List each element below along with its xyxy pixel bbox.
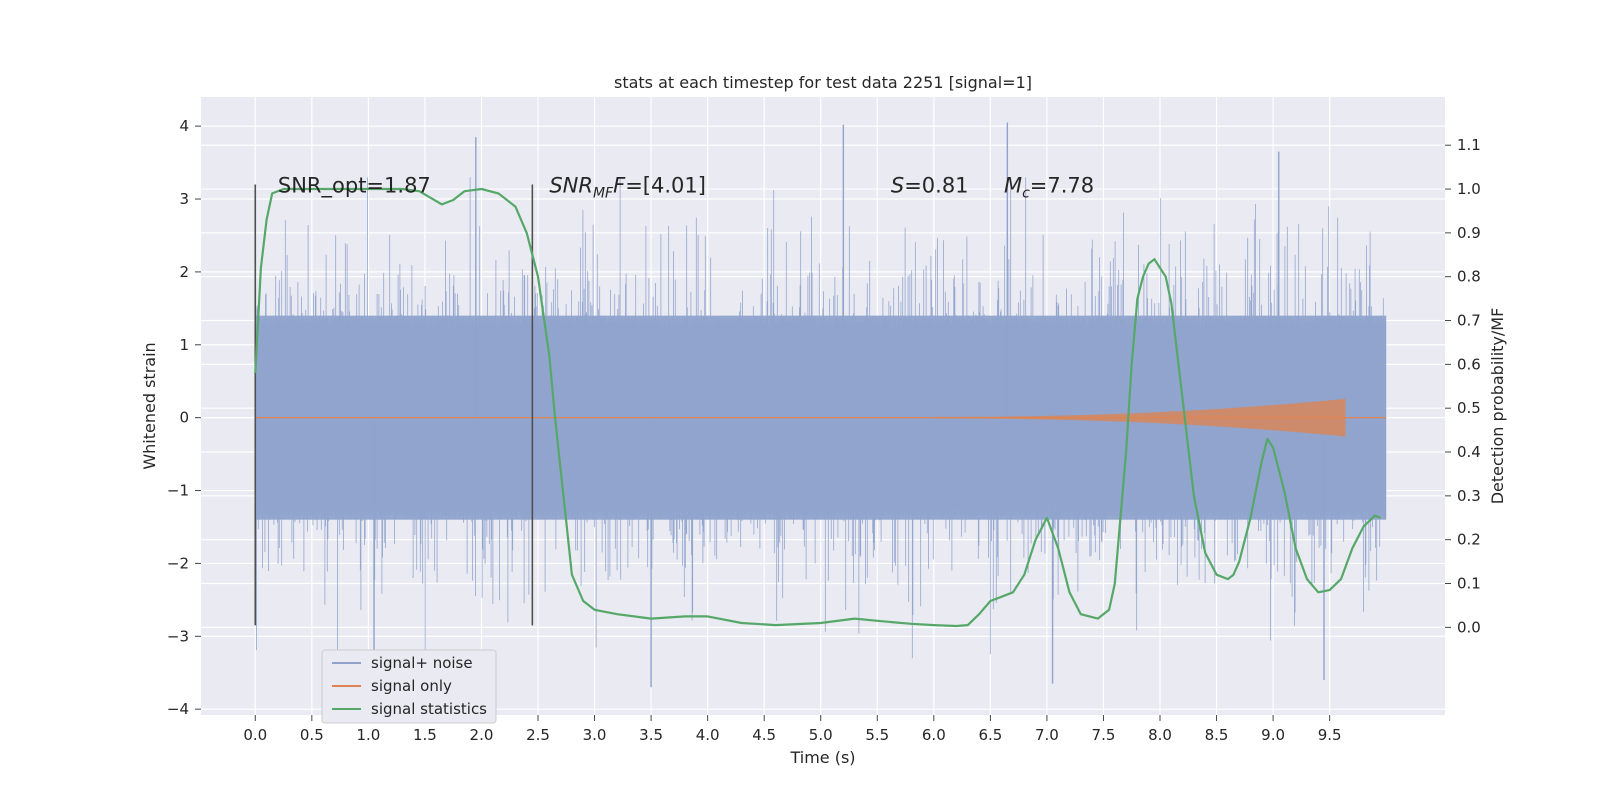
annotation-mc-number: =7.78 [1030, 173, 1094, 197]
annotation-mc-value: Mc=7.78 [1004, 173, 1094, 201]
y-left-tick-label: 3 [179, 190, 189, 208]
x-tick-label: 4.0 [696, 726, 720, 744]
x-tick-label: 6.5 [978, 726, 1002, 744]
x-axis-label: Time (s) [789, 748, 855, 767]
y-left-tick-label: −1 [167, 482, 189, 500]
y-right-tick-label: 0.2 [1457, 531, 1481, 549]
x-tick-label: 6.0 [922, 726, 946, 744]
y-right-tick-label: 0.4 [1457, 443, 1481, 461]
y-right-tick-label: 0.8 [1457, 268, 1481, 286]
legend: signal+ noise signal only signal statist… [321, 649, 497, 724]
annotations: SNR_opt=1.87 SNRMFF=[4.01] S=0.81 Mc=7.78 [278, 173, 1094, 201]
x-tick-label: 1.0 [356, 726, 380, 744]
y-left-tick-label: −3 [167, 627, 189, 645]
annotation-mc-symbol: M [1004, 173, 1022, 197]
legend-label-signal-only: signal only [371, 677, 452, 695]
y-right-tick-label: 0.5 [1457, 399, 1481, 417]
x-tick-label: 2.0 [470, 726, 494, 744]
annotation-snr-mf-subscript: MF [593, 185, 614, 201]
annotation-s-value: S=0.81 [891, 173, 969, 197]
y-left-tick-label: −4 [167, 700, 189, 718]
x-tick-label: 8.5 [1205, 726, 1229, 744]
y-axis-right-label: Detection probability/MF [1488, 308, 1507, 505]
x-tick-label: 2.5 [526, 726, 550, 744]
annotation-snr-mf: SNRMFF=[4.01] [549, 173, 706, 201]
x-tick-label: 9.5 [1318, 726, 1342, 744]
x-tick-label: 3.5 [639, 726, 663, 744]
x-tick-label: 3.0 [583, 726, 607, 744]
annotation-snr-mf-f: F [613, 173, 626, 197]
y-left-tick-label: −2 [167, 554, 189, 572]
signal-statistics-line [254, 187, 1381, 628]
x-tick-label: 0.0 [243, 726, 267, 744]
signal-only-chirp [933, 398, 1346, 437]
x-tick-label: 5.5 [865, 726, 889, 744]
y-left-tick-label: 4 [179, 117, 189, 135]
legend-box [321, 649, 497, 724]
x-tick-label: 9.0 [1261, 726, 1285, 744]
annotation-mc-subscript: c [1022, 185, 1030, 201]
legend-label-signal-statistics: signal statistics [371, 700, 487, 718]
y-right-tick-label: 0.9 [1457, 224, 1481, 242]
x-tick-label: 7.5 [1092, 726, 1116, 744]
y-axis-left-label: Whitened strain [140, 342, 159, 469]
y-right-tick-label: 0.6 [1457, 355, 1481, 373]
y-left-tick-label: 2 [179, 263, 189, 281]
annotation-snr-opt: SNR_opt=1.87 [278, 173, 431, 198]
annotation-snr-mf-value: F=[4.01] [613, 173, 706, 197]
y-right-tick-label: 1.1 [1457, 136, 1481, 154]
chart-title: stats at each timestep for test data 225… [614, 73, 1032, 92]
x-tick-label: 7.0 [1035, 726, 1059, 744]
x-tick-label: 4.5 [752, 726, 776, 744]
x-tick-label: 5.0 [809, 726, 833, 744]
annotation-snr-mf-base: SNR [549, 173, 593, 197]
signal-statistics-series [254, 187, 1381, 628]
y-left-tick-label: 0 [179, 409, 189, 427]
annotation-s-symbol: S [891, 173, 904, 197]
x-tick-label: 1.5 [413, 726, 437, 744]
y-right-tick-label: 0.7 [1457, 312, 1481, 330]
x-tick-label: 8.0 [1148, 726, 1172, 744]
legend-label-signal-noise: signal+ noise [371, 654, 473, 672]
signal-only-series [255, 398, 1387, 437]
y-right-tick-label: 0.1 [1457, 575, 1481, 593]
y-right-tick-label: 0.3 [1457, 487, 1481, 505]
y-left-tick-label: 1 [179, 336, 189, 354]
annotation-s-number: =0.81 [904, 173, 968, 197]
annotation-snr-mf-rest: =[4.01] [625, 173, 706, 197]
x-tick-label: 0.5 [300, 726, 324, 744]
axis-ticks: 0.0 0.5 1.0 1.5 2.0 2.5 3.0 3.5 4.0 4.5 5.0 5.5 6.0 6… [167, 117, 1481, 744]
y-right-tick-label: 1.0 [1457, 180, 1481, 198]
y-right-tick-label: 0.0 [1457, 618, 1481, 636]
